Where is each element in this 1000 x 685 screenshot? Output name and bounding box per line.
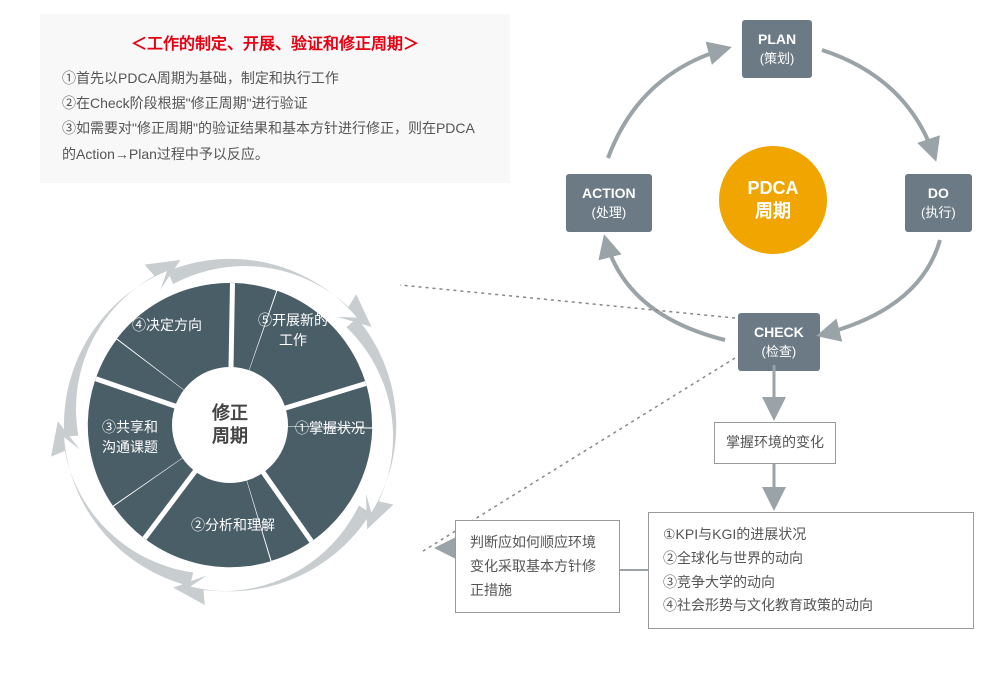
pdca-action-en: ACTION — [582, 184, 636, 204]
seg2-label: ②分析和理解 — [178, 515, 288, 535]
info-line2: ②在Check阶段根据"修正周期"进行验证 — [62, 91, 488, 116]
pdca-center-label1: PDCA — [747, 177, 798, 200]
info-text-box: ＜工作的制定、开展、验证和修正周期＞ ①首先以PDCA周期为基础，制定和执行工作… — [40, 14, 510, 183]
info-line1: ①首先以PDCA周期为基础，制定和执行工作 — [62, 66, 488, 91]
judge-box: 判断应如何顺应环境变化采取基本方针修正措施 — [455, 520, 620, 613]
correction-center-l1: 修正 — [212, 402, 248, 425]
pdca-do-box: DO (执行) — [905, 174, 972, 232]
correction-center: 修正 周期 — [176, 371, 284, 479]
pdca-action-box: ACTION (处理) — [566, 174, 652, 232]
pdca-action-cn: (处理) — [582, 204, 636, 222]
seg4-label: ④决定方向 — [112, 315, 222, 335]
pdca-plan-en: PLAN — [758, 30, 796, 50]
items-l1: ①KPI与KGI的进展状况 — [663, 523, 959, 547]
pdca-plan-box: PLAN (策划) — [742, 20, 812, 78]
env-change-box: 掌握环境的变化 — [714, 422, 836, 464]
pdca-do-cn: (执行) — [921, 204, 956, 222]
info-line3: ③如需要对"修正周期"的验证结果和基本方针进行修正，则在PDCA的Action→… — [62, 116, 488, 166]
info-title: ＜工作的制定、开展、验证和修正周期＞ — [62, 30, 488, 54]
items-box: ①KPI与KGI的进展状况 ②全球化与世界的动向 ③竞争大学的动向 ④社会形势与… — [648, 512, 974, 629]
seg1-label: ①掌握状况 — [275, 418, 385, 438]
pdca-plan-cn: (策划) — [758, 50, 796, 68]
env-change-text: 掌握环境的变化 — [726, 434, 824, 450]
pdca-check-box: CHECK (检查) — [738, 313, 820, 371]
pdca-center-circle: PDCA 周期 — [719, 146, 827, 254]
correction-center-l2: 周期 — [212, 425, 248, 448]
items-l3: ③竞争大学的动向 — [663, 571, 959, 595]
seg5-label: ⑤开展新的 工作 — [238, 310, 348, 350]
correction-cycle: 修正 周期 ①掌握状况 ②分析和理解 ③共享和 沟通课题 ④决定方向 ⑤开展新的… — [40, 235, 420, 615]
judge-text: 判断应如何顺应环境变化采取基本方针修正措施 — [470, 534, 596, 598]
pdca-check-en: CHECK — [754, 323, 804, 343]
pdca-center-label2: 周期 — [755, 200, 791, 223]
items-l4: ④社会形势与文化教育政策的动向 — [663, 594, 959, 618]
seg3-label: ③共享和 沟通课题 — [75, 417, 185, 457]
items-l2: ②全球化与世界的动向 — [663, 547, 959, 571]
pdca-check-cn: (检查) — [754, 343, 804, 361]
pdca-do-en: DO — [921, 184, 956, 204]
